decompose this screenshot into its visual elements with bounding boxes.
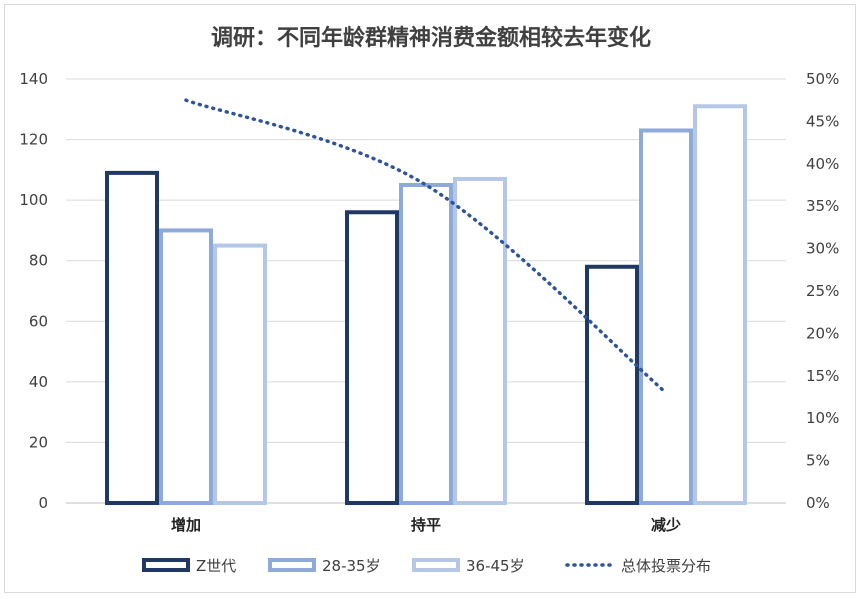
legend-label: 28-35岁 <box>322 557 381 575</box>
legend: Z世代 28-35岁 36-45岁 总体投票分布 <box>142 557 711 575</box>
y2-axis-ticks: 0% 5% 10% 15% 20% 25% 30% 35% 40% 45% 50% <box>806 70 839 512</box>
bar-3-3 <box>693 104 747 505</box>
y-tick-label: 40 <box>29 373 48 391</box>
bar-3-1 <box>213 243 267 505</box>
y-axis-ticks: 0 20 40 60 80 100 120 140 <box>19 70 48 512</box>
bar-3-2 <box>453 176 507 505</box>
y2-tick-label: 15% <box>806 367 839 385</box>
legend-label: Z世代 <box>196 557 236 575</box>
y-tick-label: 0 <box>38 494 48 512</box>
y2-tick-label: 25% <box>806 282 839 300</box>
y2-tick-label: 35% <box>806 197 839 215</box>
bar-1-1 <box>105 170 159 505</box>
y-tick-label: 100 <box>19 191 48 209</box>
y2-tick-label: 0% <box>806 494 830 512</box>
legend-swatch-2 <box>268 558 316 572</box>
y-tick-label: 120 <box>19 131 48 149</box>
chart-title: 调研：不同年龄群精神消费金额相较去年变化 <box>211 25 651 51</box>
y-tick-label: 20 <box>29 433 48 451</box>
trend-line-path <box>184 98 668 395</box>
legend-swatch-3 <box>412 558 460 572</box>
y-tick-label: 140 <box>19 70 48 88</box>
x-category-label: 持平 <box>411 516 441 534</box>
bars <box>105 104 747 506</box>
bar-1-3 <box>585 264 639 505</box>
bar-2-1 <box>159 228 213 506</box>
y2-tick-label: 30% <box>806 240 839 258</box>
legend-label: 36-45岁 <box>466 557 525 575</box>
bar-2-3 <box>639 128 693 505</box>
legend-swatch-1 <box>142 558 190 572</box>
y2-tick-label: 5% <box>806 452 830 470</box>
y-tick-label: 60 <box>29 312 48 330</box>
bar-2-2 <box>399 183 453 505</box>
trend-line <box>184 98 668 395</box>
x-axis-categories: 增加 持平 减少 <box>171 516 681 534</box>
y2-tick-label: 10% <box>806 409 839 427</box>
legend-label: 总体投票分布 <box>621 557 711 575</box>
y2-tick-label: 40% <box>806 155 839 173</box>
y2-tick-label: 20% <box>806 324 839 342</box>
y2-tick-label: 45% <box>806 112 839 130</box>
x-category-label: 增加 <box>171 516 201 534</box>
x-category-label: 减少 <box>651 516 681 534</box>
y2-tick-label: 50% <box>806 70 839 88</box>
y-tick-label: 80 <box>29 252 48 270</box>
bar-1-2 <box>345 210 399 505</box>
